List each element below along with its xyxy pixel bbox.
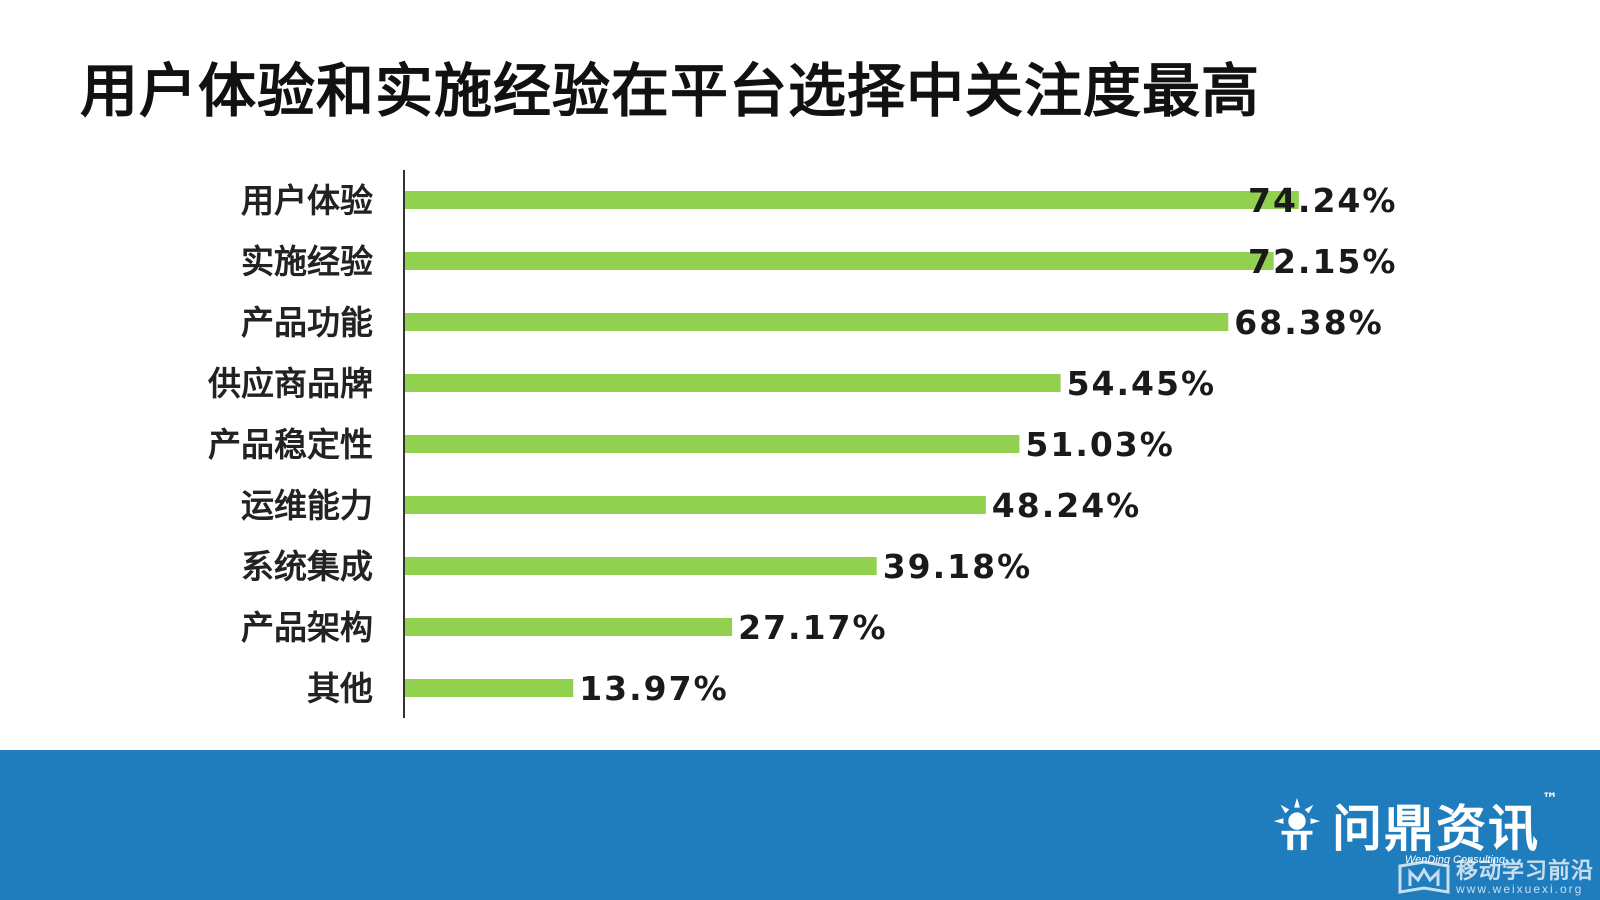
watermark: 移动学习前沿 www.weixuexi.org	[1398, 860, 1594, 896]
category-label: 其他	[307, 669, 373, 708]
category-label: 产品架构	[241, 608, 373, 647]
category-label: 供应商品牌	[208, 364, 373, 403]
bar-chart: 用户体验 74.24% 实施经验 72.15% 产品功能 68.38% 供应商品牌 54.45…	[208, 170, 1397, 718]
category-label: 用户体验	[241, 181, 373, 220]
bar-4	[405, 374, 1061, 392]
bar-1	[405, 191, 1299, 209]
value-label: 13.97%	[579, 669, 728, 708]
value-label: 74.24%	[1248, 181, 1397, 220]
value-label: 27.17%	[738, 608, 887, 647]
bars-layer: 用户体验 74.24% 实施经验 72.15% 产品功能 68.38% 供应商品牌 54.45…	[208, 181, 1397, 708]
value-label: 51.03%	[1025, 425, 1174, 464]
page-title: 用户体验和实施经验在平台选择中关注度最高	[80, 57, 1261, 125]
footer-band: 问鼎资讯™ WenDing Consulting 移动学习前沿 www.weix…	[0, 750, 1600, 900]
sun-logo-icon	[1273, 797, 1321, 851]
value-label: 48.24%	[992, 486, 1141, 525]
watermark-title: 移动学习前沿	[1455, 859, 1594, 884]
bar-7	[405, 557, 877, 575]
bar-5	[405, 435, 1020, 453]
watermark-url: www.weixuexi.org	[1455, 882, 1584, 896]
bar-8	[405, 618, 733, 636]
bar-9	[405, 679, 574, 697]
value-label: 72.15%	[1248, 242, 1397, 281]
logo-wordmark: 问鼎资讯™	[1332, 789, 1560, 861]
company-logo: 问鼎资讯™	[1268, 789, 1560, 861]
bar-6	[405, 496, 986, 514]
logo-wordmark-text: 问鼎资讯	[1332, 800, 1540, 858]
category-label: 产品功能	[241, 303, 373, 342]
book-watermark-icon	[1398, 860, 1450, 894]
category-label: 系统集成	[241, 547, 373, 586]
value-label: 68.38%	[1234, 303, 1383, 342]
category-label: 运维能力	[241, 486, 373, 525]
bar-2	[405, 252, 1274, 270]
trademark-mark: ™	[1542, 789, 1560, 808]
value-label: 54.45%	[1067, 364, 1216, 403]
bar-3	[405, 313, 1229, 331]
category-label: 实施经验	[241, 242, 373, 281]
category-label: 产品稳定性	[208, 425, 373, 464]
value-label: 39.18%	[883, 547, 1032, 586]
